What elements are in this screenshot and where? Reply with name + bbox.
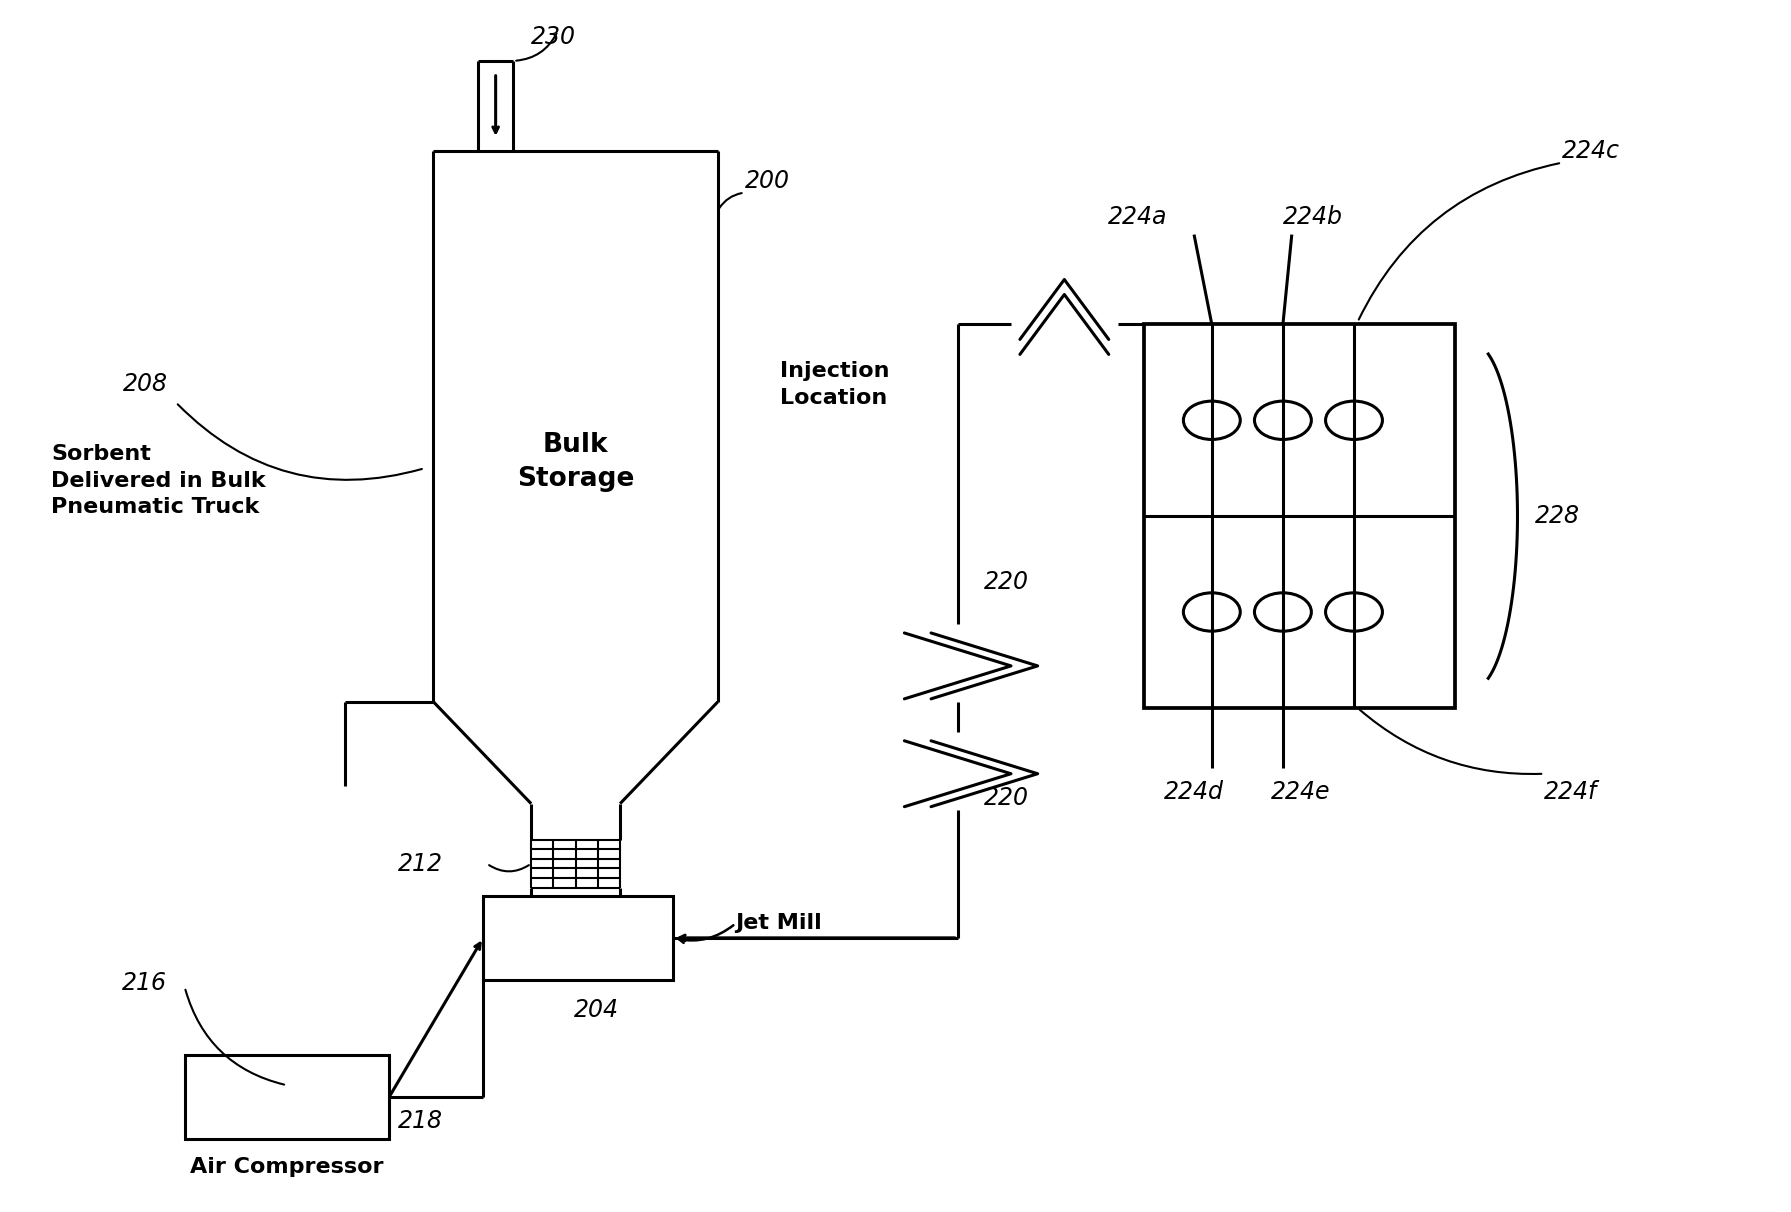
Text: Jet Mill: Jet Mill [736, 914, 822, 933]
Bar [1144, 325, 1456, 708]
Text: 208: 208 [122, 372, 167, 396]
Text: Bulk
Storage: Bulk Storage [518, 433, 634, 492]
Text: 224b: 224b [1282, 205, 1343, 229]
Text: 218: 218 [398, 1109, 442, 1133]
Text: 220: 220 [985, 785, 1030, 810]
Text: 224c: 224c [1562, 138, 1619, 162]
Text: 228: 228 [1535, 504, 1580, 528]
Text: 230: 230 [532, 25, 577, 48]
Text: 224e: 224e [1272, 779, 1331, 804]
Text: 220: 220 [985, 570, 1030, 594]
Text: Injection
Location: Injection Location [781, 361, 890, 407]
Bar [184, 1056, 389, 1139]
Text: Sorbent
Delivered in Bulk
Pneumatic Truck: Sorbent Delivered in Bulk Pneumatic Truc… [52, 445, 267, 518]
Text: 212: 212 [398, 852, 442, 875]
Text: 224f: 224f [1544, 779, 1598, 804]
Text: 216: 216 [122, 971, 167, 995]
Text: 204: 204 [573, 997, 618, 1022]
Bar [484, 896, 673, 979]
Text: Air Compressor: Air Compressor [190, 1157, 383, 1177]
Text: 200: 200 [745, 168, 790, 193]
Text: 224d: 224d [1164, 779, 1223, 804]
Text: 224a: 224a [1109, 205, 1168, 229]
